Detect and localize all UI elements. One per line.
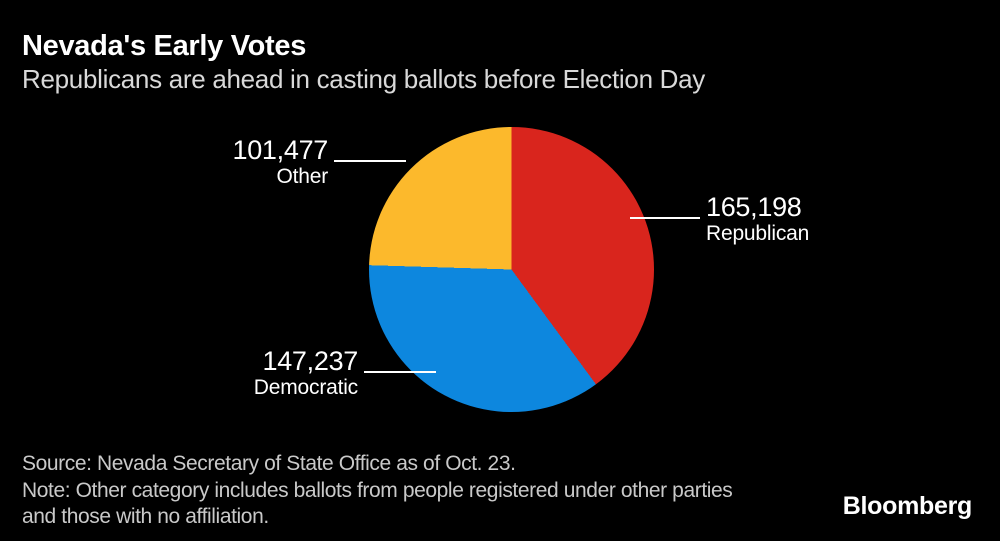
pie-chart xyxy=(369,127,654,412)
leader-line-democratic xyxy=(364,371,436,373)
slice-value-other: 101,477 xyxy=(232,135,329,165)
slice-value-democratic: 147,237 xyxy=(262,346,359,376)
slice-value-republican: 165,198 xyxy=(706,192,802,222)
slice-label-republican: 165,198 Republican xyxy=(706,193,809,246)
slice-label-other: 101,477 Other xyxy=(233,136,329,189)
footnote-source: Source: Nevada Secretary of State Office… xyxy=(22,452,516,475)
bloomberg-logo: Bloomberg xyxy=(842,492,973,520)
slice-label-democratic: 147,237 Democratic xyxy=(253,346,359,400)
slice-name-republican: Republican xyxy=(706,222,810,245)
chart-title: Nevada's Early Votes xyxy=(22,30,307,62)
slice-name-democratic: Democratic xyxy=(253,376,358,399)
slice-name-other: Other xyxy=(276,165,328,188)
footnote: Source: Nevada Secretary of State Office… xyxy=(22,451,733,531)
footnote-note-line2: and those with no affiliation. xyxy=(22,505,269,528)
leader-line-other xyxy=(334,160,406,162)
leader-line-republican xyxy=(630,217,700,219)
footnote-note-line1: Note: Other category includes ballots fr… xyxy=(22,478,733,502)
chart-subtitle: Republicans are ahead in casting ballots… xyxy=(22,64,705,94)
